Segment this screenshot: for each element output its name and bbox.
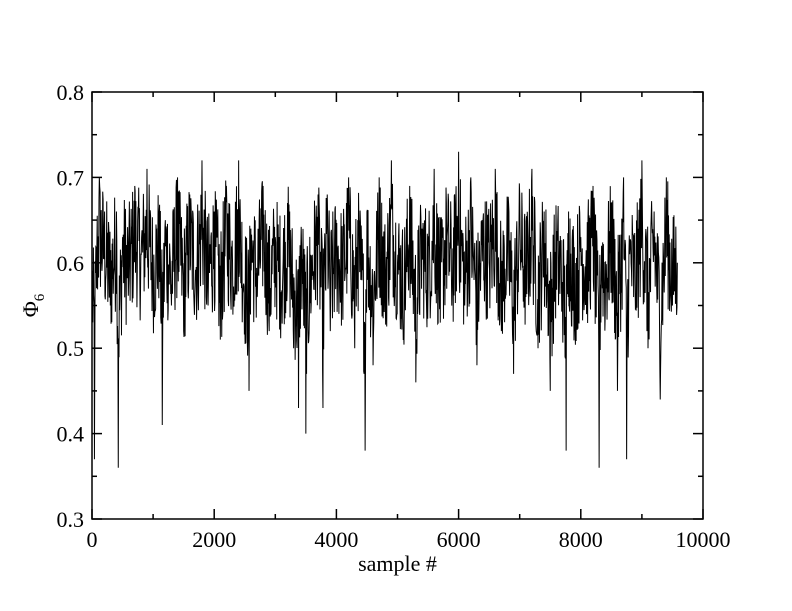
series-line — [91, 151, 678, 468]
y-tick-label: 0.6 — [57, 251, 85, 276]
y-tick-label: 0.7 — [57, 165, 85, 190]
x-tick-label: 10000 — [676, 527, 731, 552]
x-tick-label: 4000 — [314, 527, 358, 552]
y-axis-label-main: Φ — [18, 301, 43, 317]
y-axis-label-subscript: 6 — [32, 293, 48, 301]
x-axis-label: sample # — [358, 551, 437, 576]
axis-ticks — [91, 91, 704, 520]
y-tick-label: 0.4 — [57, 422, 85, 447]
y-tick-label: 0.3 — [57, 507, 85, 532]
x-tick-label: 6000 — [437, 527, 481, 552]
x-tick-label: 0 — [87, 527, 98, 552]
y-axis-label: Φ6 — [18, 293, 48, 317]
svg-text:Φ6: Φ6 — [18, 293, 48, 317]
axis-tick-labels: 0 2000 4000 6000 8000 10000 0.3 0.4 0.5 0.6 0.7 0.8 — [57, 80, 731, 552]
x-tick-label: 2000 — [192, 527, 236, 552]
x-tick-label: 8000 — [559, 527, 603, 552]
y-tick-label: 0.8 — [57, 80, 85, 105]
y-tick-label: 0.5 — [57, 336, 85, 361]
